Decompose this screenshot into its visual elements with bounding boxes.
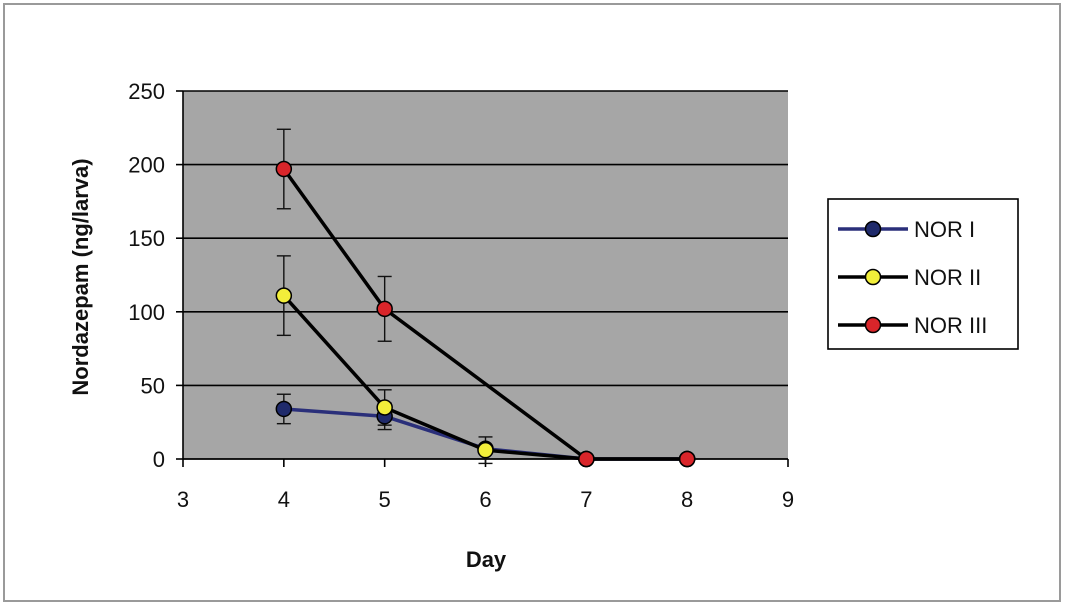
data-point-series-3	[578, 450, 595, 468]
x-tick-label: 3	[177, 487, 189, 512]
x-tick-label: 9	[782, 487, 794, 512]
chart-figure: 0 50 100 150 200 250 3 4 5 6 7 8 9 Day Nordazepam (n…	[3, 3, 1061, 602]
legend: NOR I NOR II NOR III	[827, 198, 1019, 350]
x-tick-label: 6	[479, 487, 491, 512]
data-point-series-2	[376, 399, 393, 416]
x-axis-title: Day	[466, 547, 507, 572]
legend-label: NOR II	[914, 265, 981, 290]
plot-background	[183, 91, 788, 459]
y-tick-label: 150	[128, 226, 165, 251]
data-point-series-2	[275, 287, 293, 304]
data-point-series-2	[477, 441, 494, 459]
data-point-series-1	[275, 400, 293, 418]
legend-swatch-marker	[864, 220, 882, 238]
legend-swatch-marker	[864, 316, 882, 334]
series-line-3	[282, 167, 688, 461]
x-tick-label: 8	[681, 487, 693, 512]
legend-label: NOR III	[914, 313, 987, 338]
data-point-series-3	[376, 300, 393, 318]
x-tick-label: 4	[278, 487, 290, 512]
plot-area: 0 50 100 150 200 250 3 4 5 6 7 8 9	[128, 79, 794, 512]
y-tick-label: 250	[128, 79, 165, 104]
x-tick-label: 7	[580, 487, 592, 512]
y-tick-label: 0	[153, 447, 165, 472]
data-point-series-3	[275, 160, 293, 178]
y-axis-title: Nordazepam (ng/larva)	[68, 158, 93, 395]
legend-swatch-marker	[864, 268, 882, 286]
y-tick-label: 50	[141, 373, 165, 398]
y-tick-label: 100	[128, 300, 165, 325]
legend-label: NOR I	[914, 217, 975, 242]
x-tick-label: 5	[379, 487, 391, 512]
y-tick-label: 200	[128, 153, 165, 178]
data-point-series-3	[678, 450, 696, 468]
line-chart: 0 50 100 150 200 250 3 4 5 6 7 8 9 Day Nordazepam (n…	[68, 79, 1019, 572]
